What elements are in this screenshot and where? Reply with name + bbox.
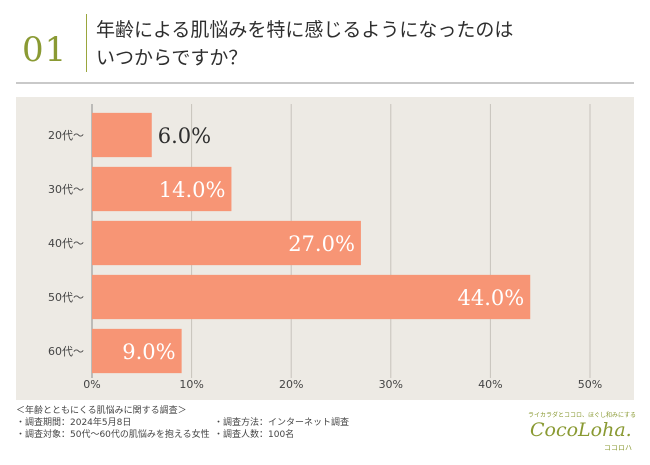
bar <box>92 328 182 374</box>
header: 01 年齢による肌悩みを特に感じるようになったのは いつからですか？ <box>0 0 650 90</box>
y-tick-label: 60代〜 <box>48 345 84 358</box>
y-tick-label: 30代〜 <box>48 183 84 196</box>
data-label: 44.0% <box>458 286 525 310</box>
x-tick-label: 20% <box>279 378 303 391</box>
x-tick-label: 30% <box>379 378 403 391</box>
cocoloha-logo: ライカラダとココロ、ほぐし和みにする CocoLoha. ココロハ <box>528 410 638 458</box>
y-tick-label: 20代〜 <box>48 129 84 142</box>
logo-tagline: ライカラダとココロ、ほぐし和みにする <box>528 412 637 419</box>
survey-title: ＜年齢とともにくる肌悩みに関する調査＞ <box>16 406 187 416</box>
question-number: 01 <box>22 30 68 70</box>
data-label: 27.0% <box>288 232 355 256</box>
y-tick-label: 50代〜 <box>48 291 84 304</box>
survey-method: ・調査方法：インターネット調査 <box>214 418 350 428</box>
header-rule <box>16 82 634 84</box>
survey-count: ・調査人数：100名 <box>214 430 295 440</box>
logo-name: CocoLoha. <box>530 419 632 441</box>
data-label: 9.0% <box>122 340 175 364</box>
logo-kana: ココロハ <box>604 444 632 452</box>
x-tick-label: 0% <box>83 378 100 391</box>
x-tick-label: 50% <box>578 378 602 391</box>
y-tick-label: 40代〜 <box>48 237 84 250</box>
x-tick-label: 10% <box>179 378 203 391</box>
x-tick-label: 40% <box>478 378 502 391</box>
bar <box>92 166 232 212</box>
bar <box>92 112 152 158</box>
data-label: 14.0% <box>159 178 226 202</box>
bar <box>92 220 361 266</box>
data-label: 6.0% <box>158 124 211 148</box>
header-divider <box>86 14 87 72</box>
survey-period: ・調査期間：2024年5月8日 <box>16 418 132 428</box>
survey-target: ・調査対象：50代〜60代の肌悩みを抱える女性 <box>16 430 210 440</box>
bar <box>92 274 531 320</box>
question-title: 年齢による肌悩みを特に感じるようになったのは いつからですか？ <box>96 19 514 69</box>
